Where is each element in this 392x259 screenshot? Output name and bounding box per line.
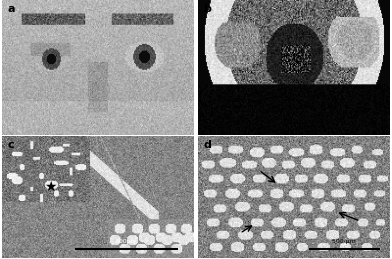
Text: ★: ★ — [44, 180, 56, 194]
Text: b: b — [203, 4, 211, 14]
Text: 500 μm: 500 μm — [332, 239, 356, 244]
Text: d: d — [203, 140, 211, 150]
Text: a: a — [8, 4, 15, 14]
Text: c: c — [8, 140, 15, 150]
Text: 500μm: 500μm — [116, 239, 138, 244]
